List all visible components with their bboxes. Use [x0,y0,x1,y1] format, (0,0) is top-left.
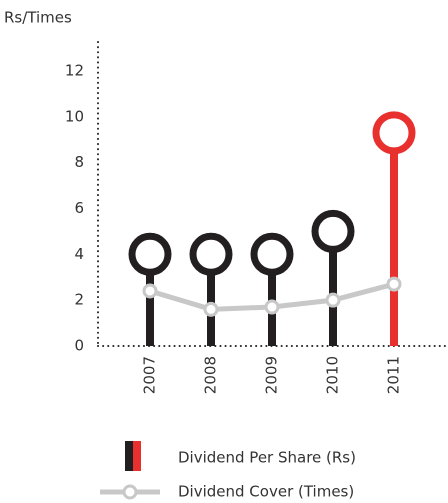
y-tick-label: 6 [74,199,84,217]
x-tick-label: 2007 [141,356,159,394]
legend-label: Dividend Cover (Times) [178,483,354,501]
y-tick-label: 0 [74,337,84,355]
x-tick-label: 2011 [385,356,403,394]
legend-swatch [125,441,133,471]
lollipop-head [128,232,172,276]
y-tick-label: 8 [74,153,84,171]
x-tick-label: 2009 [263,356,281,394]
cover-marker [203,301,219,317]
cover-marker [142,283,158,299]
legend-marker [122,484,138,500]
x-tick-label: 2008 [202,356,220,394]
cover-marker [386,276,402,292]
lollipop-head [311,209,355,253]
cover-marker [264,299,280,315]
lollipop-head [250,232,294,276]
lollipop-head [189,232,233,276]
legend-label: Dividend Per Share (Rs) [178,449,356,467]
x-tick-label: 2010 [324,356,342,394]
y-tick-label: 12 [65,61,84,79]
y-tick-label: 2 [74,291,84,309]
legend-swatch [133,441,141,471]
lollipop-head [372,111,416,155]
cover-marker [325,292,341,308]
y-axis-label: Rs/Times [4,9,72,27]
y-tick-label: 4 [74,245,84,263]
y-tick-label: 10 [65,107,84,125]
